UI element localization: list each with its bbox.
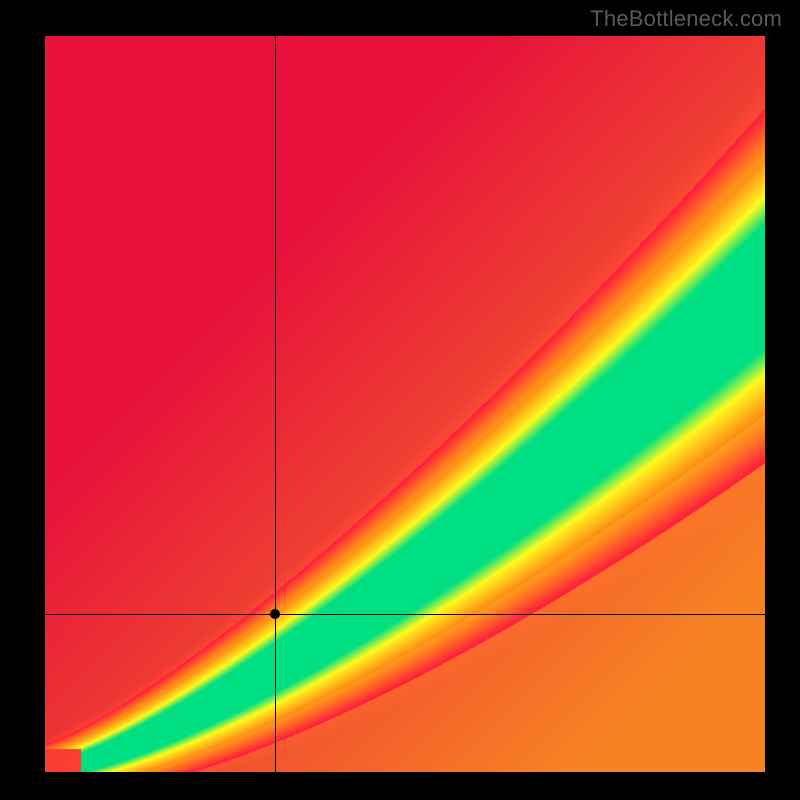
crosshair-vertical [275,36,276,772]
crosshair-marker [270,609,280,619]
crosshair-horizontal [45,614,765,615]
plot-area [45,36,765,772]
chart-frame: TheBottleneck.com [0,0,800,800]
watermark-text: TheBottleneck.com [590,6,782,32]
heatmap-canvas [45,36,765,772]
